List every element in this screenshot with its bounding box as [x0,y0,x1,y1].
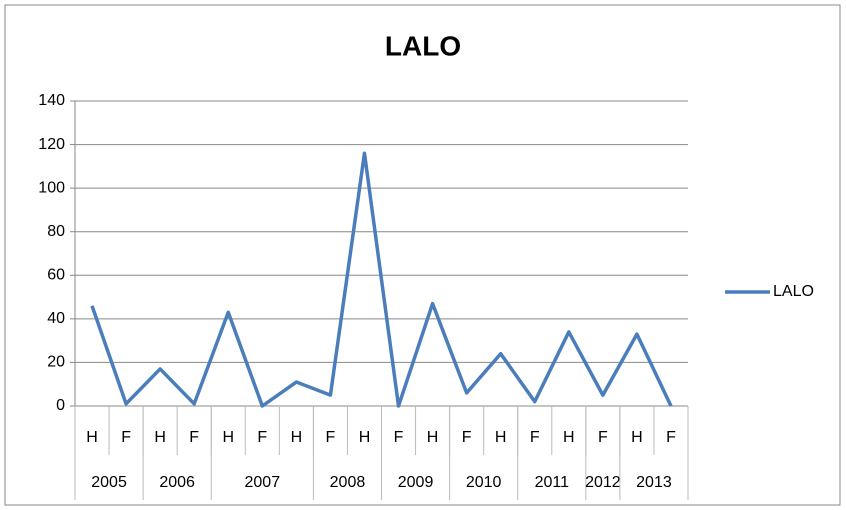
x-tick-label: F [462,429,472,446]
x-tick-label: H [86,429,98,446]
x-tick-label: H [154,429,166,446]
x-group-label: 2006 [159,474,195,491]
x-group-label: 2009 [398,474,434,491]
x-tick-label: H [291,429,303,446]
x-tick-label: F [257,429,267,446]
y-tick-label: 100 [38,179,65,196]
x-tick-label: F [598,429,608,446]
x-group-label: 2005 [91,474,127,491]
series-line [90,151,673,408]
x-tick-label: H [359,429,371,446]
x-tick-label: F [121,429,131,446]
x-group-label: 2010 [466,474,502,491]
x-tick-label: F [394,429,404,446]
x-tick-label: F [326,429,336,446]
x-group-label: 2011 [535,474,570,491]
x-group-label: 2008 [330,474,366,491]
chart-border [4,4,841,506]
x-tick-label: H [631,429,643,446]
x-tick-label: H [222,429,234,446]
y-tick-label: 140 [38,92,65,109]
x-tick-label: H [427,429,439,446]
y-tick-label: 80 [47,223,65,240]
x-group-label: 2007 [245,474,281,491]
chart-title: LALO [385,30,461,61]
x-tick-label: F [530,429,540,446]
x-group-label: 2013 [636,474,672,491]
x-tick-label: F [666,429,676,446]
legend-label: LALO [773,283,814,300]
y-tick-label: 60 [47,267,65,284]
x-tick-label: H [495,429,507,446]
y-tick-label: 40 [47,310,65,327]
x-group-label: 2012 [585,474,621,491]
y-tick-label: 20 [47,354,65,371]
y-tick-label: 0 [56,397,65,414]
x-tick-label: H [563,429,575,446]
y-tick-label: 120 [38,136,65,153]
x-tick-label: F [189,429,199,446]
